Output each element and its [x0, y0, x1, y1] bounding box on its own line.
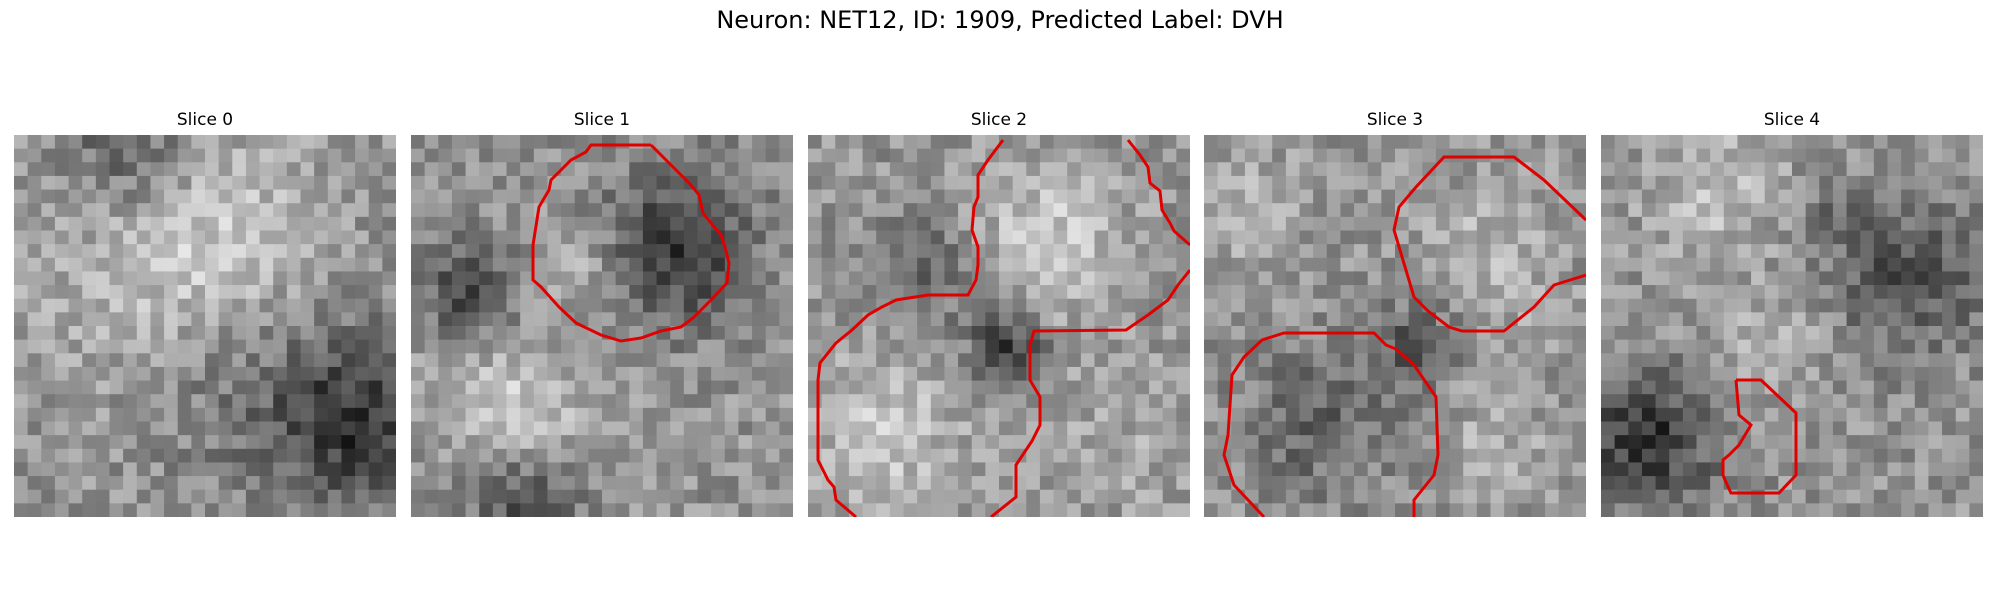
- grayscale-pixels: [14, 135, 396, 517]
- slice-image-2: [808, 135, 1190, 517]
- slice-image-3: [1204, 135, 1586, 517]
- segmentation-contour: [1721, 378, 1798, 495]
- segmentation-contour: [816, 139, 1005, 517]
- segmentation-contour: [1126, 139, 1190, 247]
- segmentation-contour: [990, 269, 1190, 517]
- grayscale-pixels: [808, 135, 1190, 517]
- slice-image-4: [1601, 135, 1983, 517]
- slice-image-0: [14, 135, 396, 517]
- slice-title-2: Slice 2: [970, 110, 1028, 130]
- figure-title: Neuron: NET12, ID: 1909, Predicted Label…: [716, 6, 1284, 34]
- slice-title-0: Slice 0: [176, 110, 234, 130]
- grayscale-pixels: [411, 135, 793, 517]
- grayscale-pixels: [1204, 135, 1586, 517]
- segmentation-contour: [1392, 155, 1586, 333]
- slice-title-4: Slice 4: [1763, 110, 1821, 130]
- slice-title-3: Slice 3: [1366, 110, 1424, 130]
- segmentation-contour: [1222, 331, 1440, 517]
- slice-title-1: Slice 1: [573, 110, 631, 130]
- segmentation-contour: [531, 143, 731, 343]
- slice-image-1: [411, 135, 793, 517]
- grayscale-pixels: [1601, 135, 1983, 517]
